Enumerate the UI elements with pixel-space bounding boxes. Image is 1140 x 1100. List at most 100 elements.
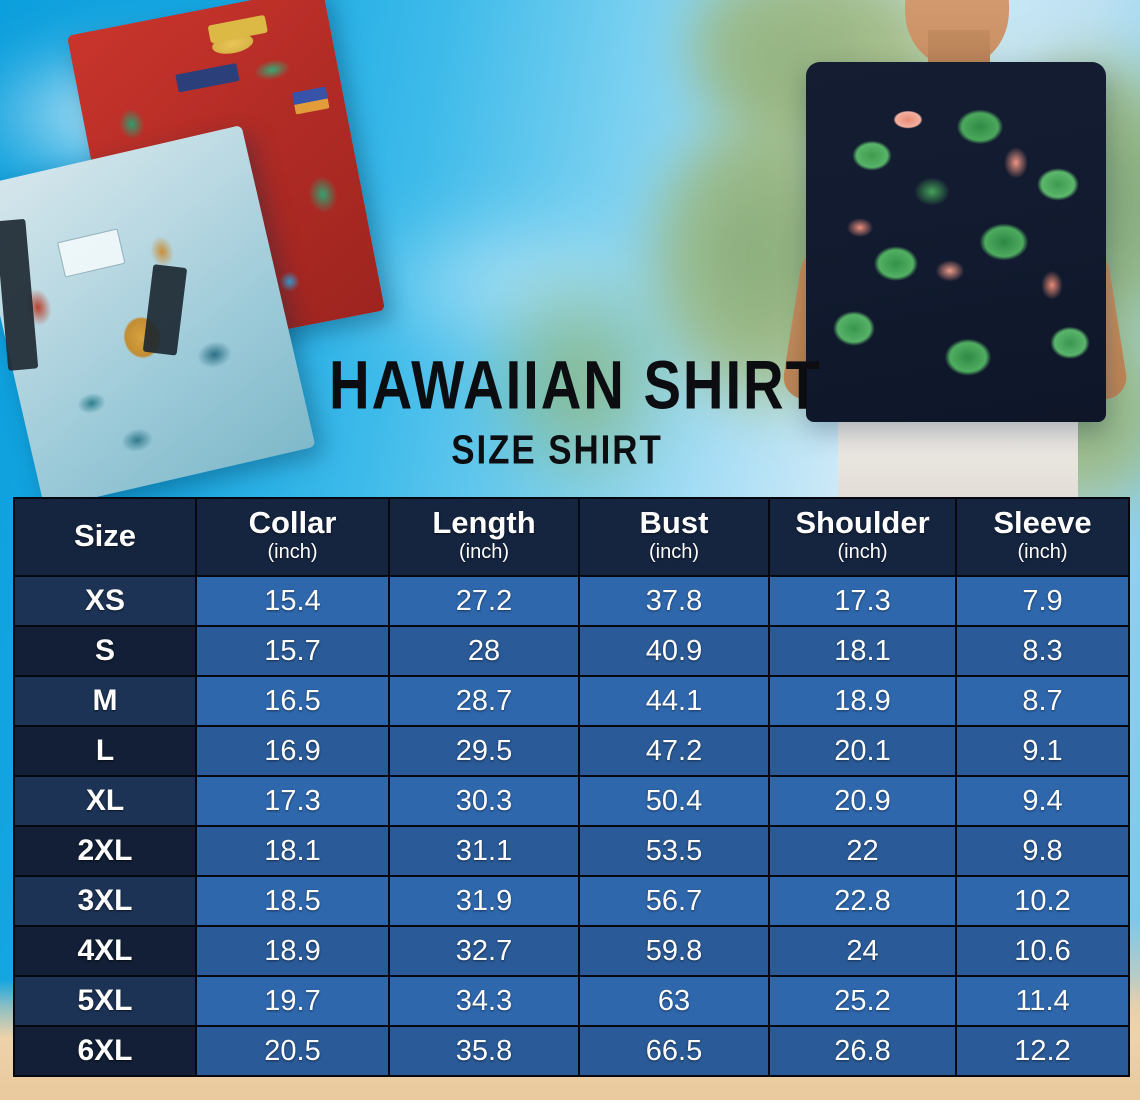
cell-sleeve: 11.4 [955,975,1130,1027]
poster-subtitle: SIZE SHIRT [451,426,663,473]
cell-bust: 63 [578,975,770,1027]
cell-length: 31.9 [388,875,580,927]
cell-sleeve: 10.6 [955,925,1130,977]
table-row: 3XL 18.5 31.9 56.7 22.8 10.2 [13,875,1130,927]
cell-sleeve: 7.9 [955,575,1130,627]
header-unit-collar: (inch) [267,540,318,563]
cell-bust: 59.8 [578,925,770,977]
cell-bust: 56.7 [578,875,770,927]
cell-sleeve: 10.2 [955,875,1130,927]
cell-collar: 16.9 [195,725,390,777]
header-cell-size: Size [13,497,197,577]
shirt-collar-label [175,63,240,93]
cell-shoulder: 26.8 [768,1025,957,1077]
cell-shoulder: 17.3 [768,575,957,627]
model-photo [720,0,1140,500]
cell-collar: 19.7 [195,975,390,1027]
cell-bust: 40.9 [578,625,770,677]
table-row: 5XL 19.7 34.3 63 25.2 11.4 [13,975,1130,1027]
poster-title: HAWAIIAN SHIRT [329,347,822,424]
cell-length: 28.7 [388,675,580,727]
cell-size: L [13,725,197,777]
size-chart-container: Size Collar (inch) Length (inch) Bust (i… [13,497,1130,1077]
cell-collar: 18.1 [195,825,390,877]
cell-shoulder: 18.1 [768,625,957,677]
header-label-collar: Collar [248,505,337,541]
size-chart-body: XS 15.4 27.2 37.8 17.3 7.9 S 15.7 28 40.9 18.1 8.3 M… [13,575,1130,1077]
cell-length: 27.2 [388,575,580,627]
cell-length: 30.3 [388,775,580,827]
cell-shoulder: 20.9 [768,775,957,827]
table-row: 2XL 18.1 31.1 53.5 22 9.8 [13,825,1130,877]
cell-size: 2XL [13,825,197,877]
cell-collar: 18.9 [195,925,390,977]
header-cell-collar: Collar (inch) [195,497,390,577]
cell-shoulder: 22 [768,825,957,877]
cell-shoulder: 22.8 [768,875,957,927]
cell-sleeve: 9.4 [955,775,1130,827]
table-row: S 15.7 28 40.9 18.1 8.3 [13,625,1130,677]
cell-size: 5XL [13,975,197,1027]
cell-size: XS [13,575,197,627]
size-chart-table: Size Collar (inch) Length (inch) Bust (i… [13,497,1130,1077]
header-cell-bust: Bust (inch) [578,497,770,577]
cell-shoulder: 24 [768,925,957,977]
brand-tag [207,14,269,43]
header-label-sleeve: Sleeve [993,505,1092,541]
cell-shoulder: 20.1 [768,725,957,777]
cell-sleeve: 9.1 [955,725,1130,777]
table-row: 6XL 20.5 35.8 66.5 26.8 12.2 [13,1025,1130,1077]
cell-size: 3XL [13,875,197,927]
cell-bust: 44.1 [578,675,770,727]
table-row: XL 17.3 30.3 50.4 20.9 9.4 [13,775,1130,827]
cell-collar: 15.7 [195,625,390,677]
cell-collar: 20.5 [195,1025,390,1077]
cell-bust: 50.4 [578,775,770,827]
cell-collar: 18.5 [195,875,390,927]
table-row: 4XL 18.9 32.7 59.8 24 10.6 [13,925,1130,977]
cell-bust: 37.8 [578,575,770,627]
header-unit-length: (inch) [458,540,509,563]
cell-shoulder: 25.2 [768,975,957,1027]
cell-size: 4XL [13,925,197,977]
shirt-pocket [57,228,126,278]
header-cell-sleeve: Sleeve (inch) [955,497,1130,577]
cell-length: 35.8 [388,1025,580,1077]
flamingo-hawaiian-shirt-image [806,62,1106,422]
cell-size: S [13,625,197,677]
cell-sleeve: 8.3 [955,625,1130,677]
shirt-collar [142,264,187,356]
header-cell-length: Length (inch) [388,497,580,577]
header-unit-shoulder: (inch) [837,540,888,563]
cell-size: M [13,675,197,727]
cell-sleeve: 12.2 [955,1025,1130,1077]
cell-shoulder: 18.9 [768,675,957,727]
cell-bust: 66.5 [578,1025,770,1077]
shirt-logo [292,86,330,115]
header-label-size: Size [73,517,137,553]
cell-collar: 15.4 [195,575,390,627]
header-label-shoulder: Shoulder [795,505,930,541]
palm-frond-decoration [470,250,690,510]
header-label-length: Length [432,505,536,541]
cell-length: 29.5 [388,725,580,777]
table-row: M 16.5 28.7 44.1 18.9 8.7 [13,675,1130,727]
cell-sleeve: 8.7 [955,675,1130,727]
cell-size: XL [13,775,197,827]
header-row: Size Collar (inch) Length (inch) Bust (i… [13,497,1130,577]
cell-size: 6XL [13,1025,197,1077]
cell-bust: 47.2 [578,725,770,777]
header-label-bust: Bust [639,505,709,541]
header-cell-shoulder: Shoulder (inch) [768,497,957,577]
poster-title-block: HAWAIIAN SHIRT SIZE SHIRT [322,347,822,473]
cell-collar: 17.3 [195,775,390,827]
header-unit-sleeve: (inch) [1017,540,1068,563]
shirt-placket [0,218,38,371]
table-row: XS 15.4 27.2 37.8 17.3 7.9 [13,575,1130,627]
cell-length: 32.7 [388,925,580,977]
cell-collar: 16.5 [195,675,390,727]
cell-sleeve: 9.8 [955,825,1130,877]
cell-length: 28 [388,625,580,677]
cell-length: 34.3 [388,975,580,1027]
